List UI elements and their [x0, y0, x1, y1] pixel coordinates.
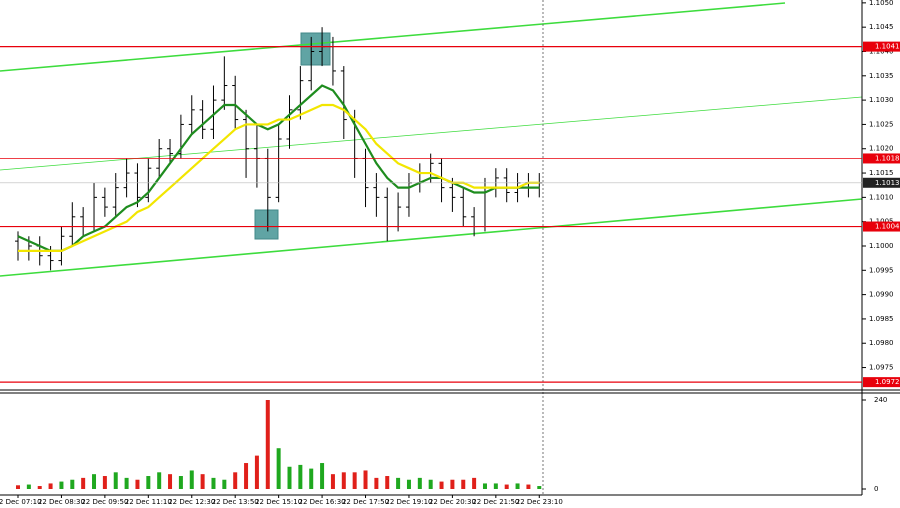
volume-bar [515, 483, 520, 489]
volume-bar [16, 485, 20, 489]
trend-line [0, 198, 863, 277]
y-tick-label: 1.1010 [869, 193, 894, 201]
volume-bar [26, 484, 31, 489]
y-tick-label: 1.1020 [869, 145, 894, 153]
price-level-label: 1.1004 [875, 223, 900, 231]
y-tick-label: 1.1025 [869, 120, 894, 128]
y-tick-label: 1.1035 [869, 72, 894, 80]
volume-bar [428, 479, 433, 489]
volume-bar [222, 479, 227, 489]
y-tick-label: 1.0980 [869, 339, 894, 347]
x-tick-label: 22 Dec 08:30 [38, 498, 85, 506]
price-level-tag [863, 153, 900, 164]
signal-box [254, 209, 279, 240]
volume-bar [472, 477, 477, 489]
signal-box [300, 32, 331, 66]
volume-bar [385, 476, 390, 489]
volume-bar [265, 400, 270, 489]
volume-bar [309, 468, 314, 489]
x-tick-label: 22 Dec 13:50 [212, 498, 259, 506]
x-tick-label: 22 Dec 07:10 [0, 498, 42, 506]
x-tick-label: 22 Dec 12:30 [168, 498, 215, 506]
volume-bar [254, 455, 259, 489]
volume-bar [482, 483, 487, 489]
x-tick-label: 22 Dec 21:50 [472, 498, 519, 506]
y-tick-label: 1.0975 [869, 364, 894, 372]
volume-bar [374, 477, 379, 489]
volume-bar [211, 477, 216, 489]
volume-bar [178, 476, 183, 489]
volume-bar [396, 477, 401, 489]
volume-bar [537, 486, 542, 489]
y-tick-label: 0 [874, 485, 878, 493]
y-tick-label: 1.0995 [869, 266, 894, 274]
volume-bar [461, 479, 466, 489]
x-tick-label: 22 Dec 15:10 [255, 498, 302, 506]
x-tick-label: 22 Dec 16:30 [299, 498, 346, 506]
volume-bar [287, 466, 292, 489]
volume-bar [113, 472, 118, 489]
current-price-label: 1.1013 [875, 179, 900, 187]
volume-bar [92, 474, 97, 489]
volume-bar [439, 481, 444, 489]
volume-bar [135, 479, 140, 489]
y-tick-label: 240 [874, 396, 887, 404]
volume-bar [493, 483, 498, 489]
volume-bar [504, 484, 509, 489]
y-tick-label: 1.1015 [869, 169, 894, 177]
price-level-label: 1.1041 [875, 43, 900, 51]
volume-bar [298, 464, 303, 489]
volume-bar [450, 479, 455, 489]
volume-bar [124, 477, 129, 489]
volume-bar [70, 479, 75, 489]
x-tick-label: 22 Dec 19:10 [385, 498, 432, 506]
price-level-tag [863, 377, 900, 388]
price-level-tag [863, 41, 900, 52]
price-level-label: 1.1018 [875, 154, 900, 162]
volume-bar [102, 476, 107, 489]
volume-bar [233, 472, 238, 489]
y-tick-label: 1.0990 [869, 291, 894, 299]
x-tick-label: 22 Dec 23:10 [516, 498, 563, 506]
volume-bar [189, 470, 194, 489]
volume-bar [276, 448, 281, 489]
volume-bar [320, 463, 325, 489]
x-tick-label: 22 Dec 17:50 [342, 498, 389, 506]
x-tick-label: 22 Dec 09:50 [81, 498, 128, 506]
volume-bar [59, 481, 64, 489]
volume-bar [363, 470, 368, 489]
volume-bar [526, 484, 531, 489]
volume-bar [37, 486, 42, 489]
volume-bar [200, 474, 205, 489]
trend-line [0, 2, 786, 72]
price-level-tag [863, 221, 900, 232]
price-level-label: 1.0972 [875, 378, 900, 386]
y-tick-label: 1.0985 [869, 315, 894, 323]
y-tick-label: 1.1030 [869, 96, 894, 104]
volume-bar [330, 474, 335, 489]
trend-line [0, 96, 863, 171]
x-tick-label: 22 Dec 20:30 [429, 498, 476, 506]
volume-bar [81, 477, 86, 489]
current-price-tag [863, 177, 900, 188]
volume-bar [417, 477, 422, 489]
volume-bar [146, 476, 151, 489]
y-tick-label: 1.1045 [869, 23, 894, 31]
volume-bar [157, 472, 162, 489]
volume-bar [48, 483, 53, 489]
y-tick-label: 1.1050 [869, 0, 894, 7]
volume-bar [168, 474, 173, 489]
y-tick-label: 1.1000 [869, 242, 894, 250]
volume-bar [244, 463, 249, 489]
x-tick-label: 22 Dec 11:10 [125, 498, 172, 506]
volume-bar [341, 472, 346, 489]
volume-bar [406, 479, 411, 489]
volume-bar [352, 472, 357, 489]
